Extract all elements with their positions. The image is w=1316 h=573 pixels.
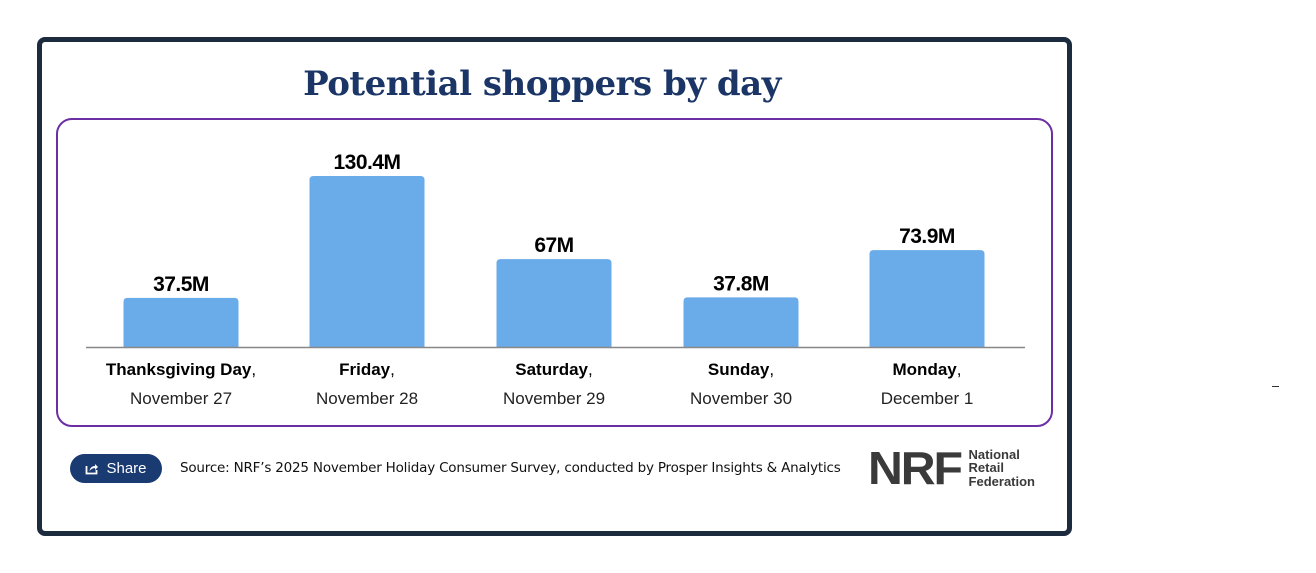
logo-line: National — [968, 446, 1020, 462]
category-separator: , — [588, 360, 593, 379]
bar — [309, 176, 425, 347]
category-label: Sunday, — [708, 360, 774, 379]
data-label: 37.8M — [713, 272, 769, 295]
bar — [123, 297, 239, 347]
category-date: November 27 — [130, 389, 232, 408]
nrf-logo: NRF National Retail Federation — [868, 445, 1035, 491]
data-label: 67M — [534, 234, 573, 257]
chart-card: Potential shoppers by day 37.5M Thanksgiv… — [37, 37, 1072, 536]
category-separator: , — [390, 360, 395, 379]
bar — [683, 297, 799, 347]
category-day: Sunday — [708, 360, 770, 379]
category-label: Monday, — [893, 360, 962, 379]
category-date: December 1 — [881, 389, 974, 408]
data-label: 130.4M — [333, 151, 400, 174]
category-date: November 30 — [690, 389, 792, 408]
chart-frame: 37.5M Thanksgiving Day, November 27 130.4M F… — [56, 118, 1053, 427]
category-separator: , — [251, 360, 256, 379]
data-label: 37.5M — [153, 273, 209, 296]
logo-text: National Retail Federation — [969, 448, 1035, 489]
category-date: November 29 — [503, 389, 605, 408]
share-label: Share — [106, 460, 147, 477]
share-button[interactable]: Share — [70, 454, 162, 483]
share-icon — [86, 464, 99, 475]
category-day: Thanksgiving Day — [106, 360, 252, 379]
logo-mark: NRF — [868, 442, 963, 494]
data-label: 73.9M — [899, 225, 955, 248]
category-label: Saturday, — [515, 360, 592, 379]
category-separator: , — [769, 360, 774, 379]
category-label: Friday, — [339, 360, 395, 379]
source-note: Source: NRF’s 2025 November Holiday Cons… — [180, 460, 841, 476]
category-day: Monday — [893, 360, 958, 379]
stray-dash — [1272, 386, 1279, 387]
logo-line: Federation — [968, 473, 1036, 489]
bar — [869, 250, 985, 347]
chart-title: Potential shoppers by day — [303, 64, 781, 104]
category-separator: , — [957, 360, 962, 379]
category-label: Thanksgiving Day, — [106, 360, 256, 379]
logo-line: Retail — [968, 460, 1004, 476]
category-day: Saturday — [515, 360, 588, 379]
category-date: November 28 — [316, 389, 418, 408]
category-day: Friday — [339, 360, 391, 379]
bar — [496, 259, 612, 347]
bar-chart: 37.5M Thanksgiving Day, November 27 130.4M F… — [86, 151, 1025, 408]
